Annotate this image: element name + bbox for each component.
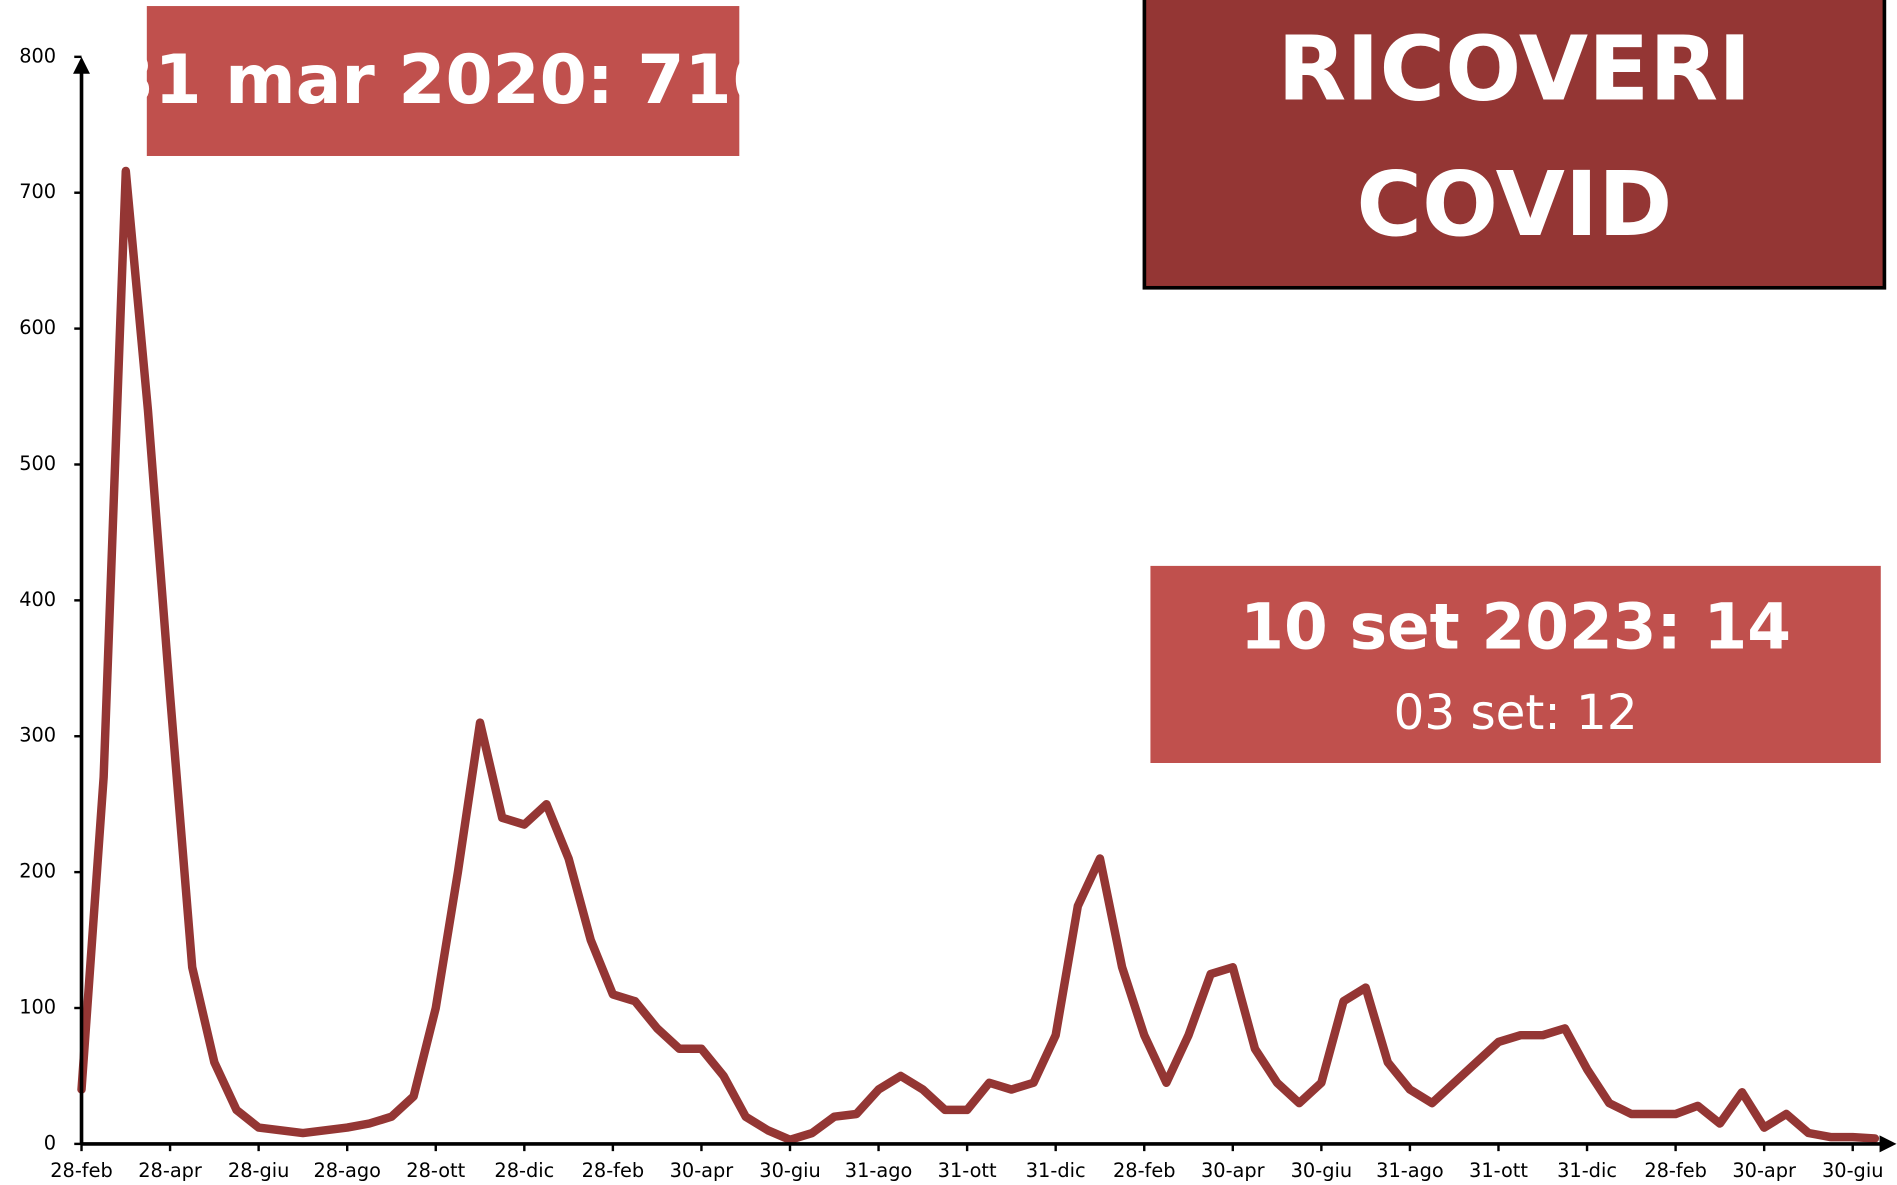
chart-title: RICOVERI bbox=[1277, 17, 1751, 121]
y-tick-label: 300 bbox=[19, 724, 56, 747]
y-tick-label: 500 bbox=[19, 452, 56, 475]
x-tick-label: 28-giu bbox=[228, 1159, 289, 1182]
x-tick-label: 28-ago bbox=[313, 1159, 381, 1182]
x-tick-label: 28-ott bbox=[406, 1159, 465, 1182]
x-tick-label: 28-feb bbox=[1113, 1159, 1176, 1182]
x-tick-label: 30-giu bbox=[759, 1159, 820, 1182]
y-tick-label: 400 bbox=[19, 588, 56, 611]
peak-box bbox=[146, 6, 740, 156]
x-tick-label: 30-apr bbox=[1732, 1159, 1796, 1182]
x-tick-label: 31-ott bbox=[1469, 1159, 1528, 1182]
y-tick-label: 800 bbox=[19, 44, 56, 67]
chart-title: COVID bbox=[1356, 153, 1672, 257]
x-tick-label: 31-ago bbox=[1376, 1159, 1444, 1182]
y-tick-label: 200 bbox=[19, 860, 56, 883]
previous-annotation: 03 set: 12 bbox=[1394, 685, 1638, 741]
x-tick-label: 31-dic bbox=[1557, 1159, 1617, 1182]
x-tick-label: 28-feb bbox=[50, 1159, 113, 1182]
x-tick-label: 31-dic bbox=[1026, 1159, 1086, 1182]
latest-box bbox=[1150, 565, 1881, 763]
x-tick-label: 28-dic bbox=[494, 1159, 554, 1182]
x-tick-label: 30-giu bbox=[1291, 1159, 1352, 1182]
x-tick-label: 30-apr bbox=[1201, 1159, 1265, 1182]
data-line bbox=[77, 166, 1880, 1145]
x-tick-label: 30-apr bbox=[670, 1159, 734, 1182]
y-tick-label: 700 bbox=[19, 180, 56, 203]
y-tick-label: 0 bbox=[44, 1131, 56, 1154]
latest-annotation: 10 set 2023: 14 bbox=[1240, 590, 1791, 663]
x-tick-label: 30-giu bbox=[1822, 1159, 1883, 1182]
peak-annotation: 31 mar 2020: 716 bbox=[107, 40, 778, 119]
x-tick-label: 31-ott bbox=[938, 1159, 997, 1182]
y-tick-label: 100 bbox=[19, 996, 56, 1019]
x-tick-label: 28-feb bbox=[1644, 1159, 1707, 1182]
x-tick-label: 31-ago bbox=[845, 1159, 913, 1182]
x-axis-arrow bbox=[1879, 1135, 1897, 1153]
y-axis-arrow bbox=[73, 56, 90, 74]
y-tick-label: 600 bbox=[19, 316, 56, 339]
x-tick-label: 28-apr bbox=[138, 1159, 202, 1182]
x-tick-label: 28-feb bbox=[582, 1159, 645, 1182]
title-box bbox=[1142, 0, 1887, 290]
